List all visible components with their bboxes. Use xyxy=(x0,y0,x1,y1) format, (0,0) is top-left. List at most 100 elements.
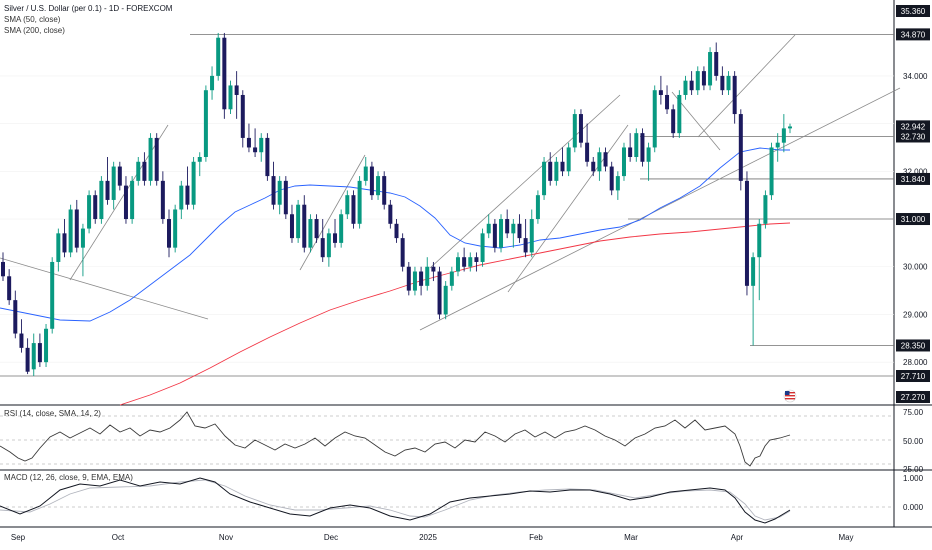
candle-body xyxy=(50,261,55,329)
candle-body xyxy=(191,161,196,205)
time-label: May xyxy=(838,533,853,542)
channel-upper xyxy=(429,94,621,269)
candle-body xyxy=(111,166,116,200)
candle-body xyxy=(449,271,454,286)
price-badge xyxy=(896,391,930,403)
candle-body xyxy=(714,52,719,76)
candle-body xyxy=(695,71,700,91)
candle-body xyxy=(246,137,251,148)
candle-body xyxy=(314,219,319,239)
candle-body xyxy=(345,195,350,215)
candle-body xyxy=(621,147,626,177)
candle-body xyxy=(333,233,338,243)
channel-lower xyxy=(507,124,629,293)
candle-body xyxy=(462,257,467,267)
candle-body xyxy=(763,195,768,224)
candle-body xyxy=(689,80,694,91)
macd-tick-label: 0.000 xyxy=(903,503,924,512)
candle-body xyxy=(7,276,12,301)
candle-body xyxy=(578,114,583,143)
candle-body xyxy=(167,219,172,248)
candle-body xyxy=(308,219,313,248)
rsi-pane xyxy=(0,411,894,467)
candle-body xyxy=(769,147,774,196)
macd-pane xyxy=(0,477,894,524)
candle-body xyxy=(99,180,104,220)
candle-body xyxy=(480,233,485,262)
candle-body xyxy=(726,75,731,91)
candle-body xyxy=(13,300,18,334)
time-label: 2025 xyxy=(419,533,437,542)
candle-body xyxy=(406,266,411,291)
price-badge-label: 32.730 xyxy=(901,132,926,141)
candle-body xyxy=(708,52,713,86)
candle-body xyxy=(117,166,122,186)
candle-body xyxy=(677,94,682,134)
candle-body xyxy=(554,161,559,181)
us-flag-event-icon[interactable] xyxy=(783,389,797,403)
price-badge-label: 28.350 xyxy=(901,341,926,350)
candle-body xyxy=(437,271,442,315)
candle-body xyxy=(751,257,756,286)
candle-body xyxy=(738,114,743,181)
candle-body xyxy=(400,238,405,267)
candle-body xyxy=(628,147,633,158)
trendline-long-support xyxy=(419,87,901,331)
candle-body xyxy=(160,180,165,220)
candle-body xyxy=(566,147,571,172)
price-tick-label: 32.000 xyxy=(903,167,928,176)
candle-body xyxy=(529,219,534,253)
chart-title: Silver / U.S. Dollar (per 0.1) - 1D - FO… xyxy=(4,4,173,13)
candle-body xyxy=(302,204,307,248)
candle-body xyxy=(732,75,737,115)
candle-body xyxy=(665,94,670,110)
candle-body xyxy=(412,271,417,291)
candle-body xyxy=(757,223,762,258)
candle-body xyxy=(185,185,190,205)
price-badge-label: 27.710 xyxy=(901,372,926,381)
price-badge xyxy=(896,120,930,133)
candle-body xyxy=(701,71,706,86)
axes: 34.00033.00032.00031.00030.00029.00028.0… xyxy=(11,72,928,542)
candle-body xyxy=(591,161,596,172)
rsi-tick-label: 25.00 xyxy=(903,465,924,474)
candle-body xyxy=(499,219,504,248)
candle-body xyxy=(283,180,288,215)
candle-body xyxy=(468,257,473,267)
price-badge xyxy=(896,370,930,383)
rsi-legend[interactable]: RSI (14, close, SMA, 14, 2) xyxy=(4,409,101,418)
trendlines xyxy=(0,34,901,331)
candle-body xyxy=(523,238,528,253)
candle-body xyxy=(19,333,24,348)
candle-body xyxy=(240,94,245,138)
candle-body xyxy=(142,161,147,181)
candle-body xyxy=(781,128,786,143)
candle-body xyxy=(376,176,381,196)
candle-body xyxy=(62,233,67,253)
price-badge xyxy=(896,339,930,352)
candle-body xyxy=(671,109,676,134)
candle-body xyxy=(560,161,565,172)
candle-body xyxy=(431,266,436,272)
sma50-legend[interactable]: SMA (50, close) xyxy=(4,15,61,24)
price-badge xyxy=(896,172,930,185)
price-badge-label: 35.360 xyxy=(901,7,926,16)
candle-body xyxy=(277,180,282,205)
price-badge xyxy=(896,213,930,226)
macd-legend[interactable]: MACD (12, 26, close, 9, EMA, EMA) xyxy=(4,473,133,482)
candle-body xyxy=(148,137,153,181)
price-tick-label: 28.000 xyxy=(903,358,928,367)
candle-body xyxy=(222,37,227,110)
candle-body xyxy=(388,204,393,224)
candle-body xyxy=(259,137,264,153)
candle-body xyxy=(173,209,178,248)
macd-tick-label: 1.000 xyxy=(903,474,924,483)
sma200-legend[interactable]: SMA (200, close) xyxy=(4,26,65,35)
price-tick-label: 29.000 xyxy=(903,310,928,319)
price-tick-label: 30.000 xyxy=(903,263,928,272)
time-label: Feb xyxy=(529,533,543,542)
candle-body xyxy=(25,347,30,372)
candle-body xyxy=(197,157,202,162)
